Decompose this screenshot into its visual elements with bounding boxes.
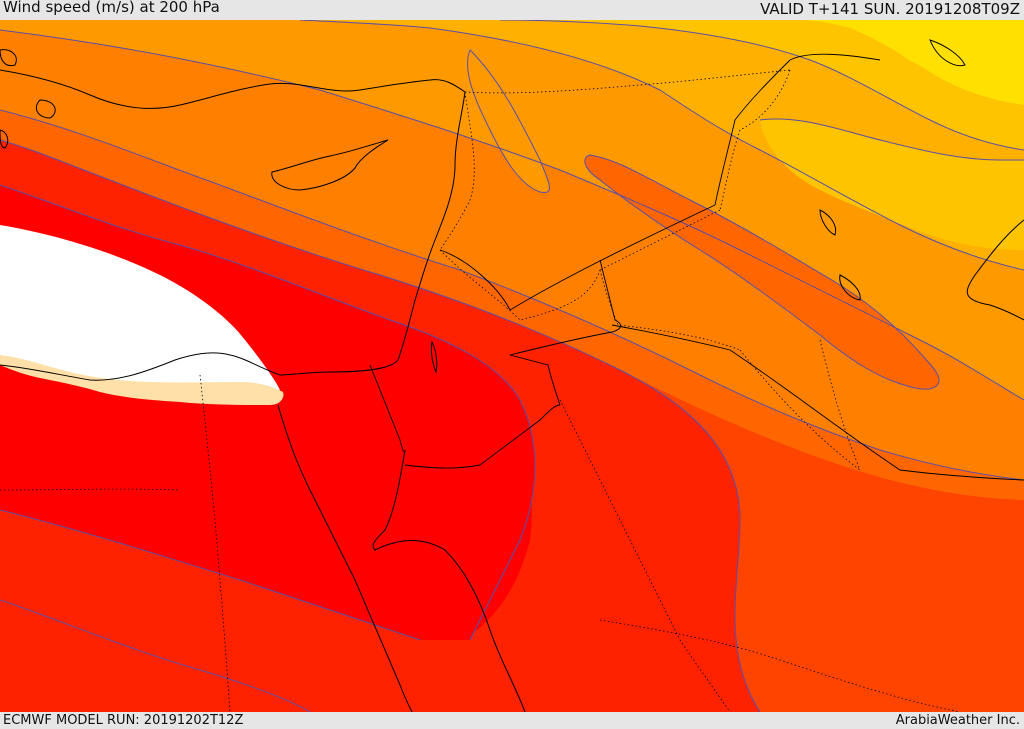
border-solid-line [611, 324, 1024, 481]
coastline-lake [839, 274, 861, 301]
contour-line [759, 118, 1024, 161]
coastline-egypt [0, 352, 281, 381]
contour-line [0, 599, 311, 712]
coastline-lake [819, 209, 837, 236]
coastline-dead-sea [430, 340, 438, 374]
coastline-gulf-suez [277, 404, 413, 712]
wind-band-7-lobe [760, 119, 1024, 250]
coastlines [0, 39, 1024, 712]
contour-line [0, 139, 761, 712]
contour-line [299, 20, 1024, 271]
border-line [0, 488, 181, 491]
coastline-islands [35, 99, 56, 119]
wind-contours [0, 20, 1024, 712]
contour-line [0, 509, 421, 641]
coastline-gulf-aqaba [372, 449, 526, 712]
border-solid-line [369, 364, 406, 453]
contour-line [0, 29, 1024, 401]
coastline-gulf [966, 219, 1024, 321]
wind-band-6 [300, 20, 1024, 270]
border-solid-line [509, 354, 561, 406]
border-line [599, 269, 741, 351]
wind-band-6-tongue [467, 50, 550, 193]
coastline-cyprus [271, 139, 389, 191]
map-title: Wind speed (m/s) at 200 hPa [3, 0, 220, 16]
border-line [599, 619, 961, 712]
low-wind-region [0, 225, 280, 390]
borders-solid [369, 53, 1024, 481]
coastline-islands [0, 49, 17, 67]
border-solid-line [439, 204, 716, 311]
wind-band-4-streak [584, 155, 939, 390]
border-solid-line [599, 259, 621, 333]
coastline-islands [0, 129, 9, 149]
wind-band-4 [0, 110, 1024, 500]
border-line [439, 249, 601, 321]
contour-line [0, 109, 1024, 481]
border-line [199, 374, 231, 712]
footer-bar: ECMWF MODEL RUN: 20191202T12Z ArabiaWeat… [0, 712, 1024, 729]
border-solid-line [404, 404, 561, 469]
wind-band-max [860, 20, 990, 70]
borders [0, 69, 961, 712]
model-run: ECMWF MODEL RUN: 20191202T12Z [3, 713, 244, 728]
border-solid-line [509, 331, 613, 356]
coastline-levant [279, 91, 466, 376]
coastline-turkey [0, 69, 466, 109]
border-solid-line [714, 53, 881, 206]
contour-line [467, 49, 550, 194]
valid-time: VALID T+141 SUN. 20191208T09Z [760, 0, 1020, 18]
border-line [719, 69, 791, 211]
contour-line [584, 154, 940, 390]
coastline-lake [929, 39, 966, 67]
wind-band-7 [500, 20, 1024, 150]
border-line [439, 91, 475, 251]
low-wind-fringe [0, 355, 284, 405]
header-bar: Wind speed (m/s) at 200 hPa VALID T+141 … [0, 0, 1024, 20]
contour-line [0, 184, 536, 641]
contour-line [499, 20, 1024, 151]
credit: ArabiaWeather Inc. [895, 713, 1020, 728]
wind-speed-map [0, 20, 1024, 712]
